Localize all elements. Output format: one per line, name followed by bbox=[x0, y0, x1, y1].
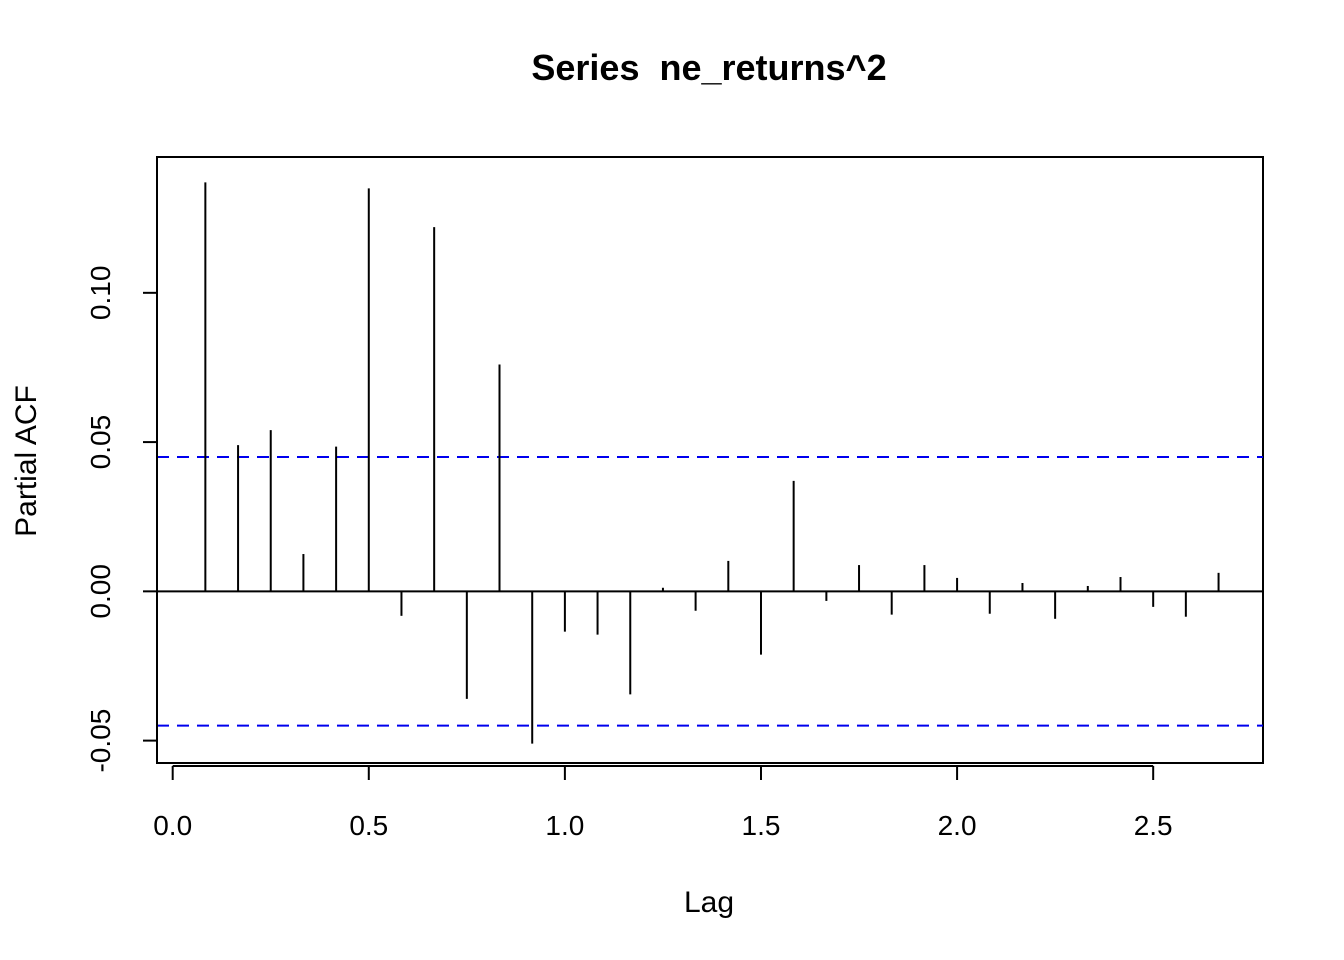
y-axis-label: Partial ACF bbox=[10, 385, 43, 537]
chart-title: Series ne_returns^2 bbox=[531, 47, 886, 88]
x-tick-label: 1.5 bbox=[742, 810, 781, 841]
x-tick-label: 1.0 bbox=[545, 810, 584, 841]
y-tick-label: 0.00 bbox=[85, 564, 116, 619]
x-tick-label: 0.0 bbox=[153, 810, 192, 841]
plot-frame bbox=[156, 156, 1264, 764]
plot-area: 0.0 0.5 1.0 1.5 2.0 2.5 -0.05 0.00 0.05 0.10 bbox=[85, 156, 1264, 841]
x-tick-label: 2.0 bbox=[938, 810, 977, 841]
x-axis-label: Lag bbox=[684, 886, 734, 919]
x-tick-label: 0.5 bbox=[349, 810, 388, 841]
y-tick-label: 0.10 bbox=[85, 266, 116, 321]
y-tick-label: 0.05 bbox=[85, 415, 116, 470]
x-tick-label: 2.5 bbox=[1134, 810, 1173, 841]
y-tick-label: -0.05 bbox=[85, 709, 116, 773]
